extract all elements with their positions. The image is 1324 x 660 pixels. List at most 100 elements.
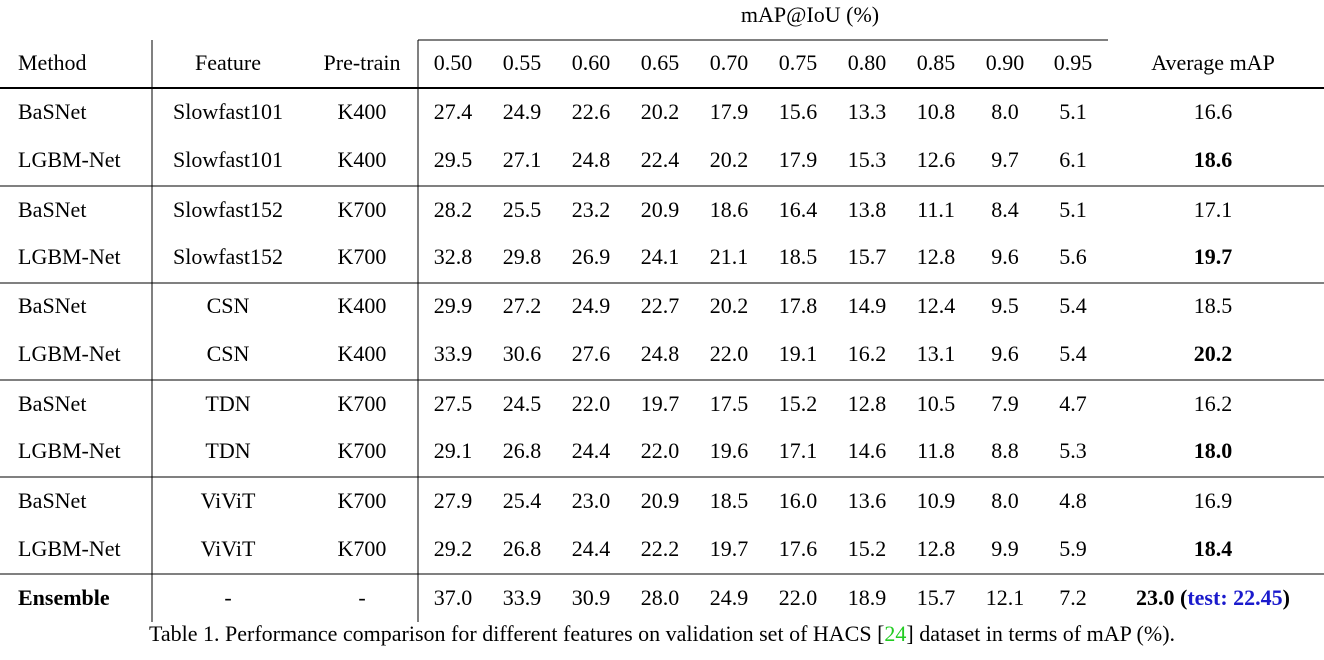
ensemble-average: 23.0 (test: 22.45) xyxy=(1136,585,1290,610)
cell: 10.8 xyxy=(917,99,956,124)
cell: - xyxy=(358,585,365,610)
cell: 25.5 xyxy=(503,197,542,222)
cell: 20.2 xyxy=(1194,341,1233,366)
cell: 26.8 xyxy=(503,438,542,463)
cell: 13.1 xyxy=(917,341,956,366)
cell: 29.9 xyxy=(434,293,473,318)
cell: LGBM-Net xyxy=(18,536,121,561)
cell: 9.6 xyxy=(991,341,1019,366)
cell: 5.1 xyxy=(1059,197,1087,222)
cell: 20.2 xyxy=(710,147,749,172)
cell: K700 xyxy=(338,488,387,513)
group-header: mAP@IoU (%) xyxy=(741,2,879,27)
cell: 16.2 xyxy=(1194,391,1233,416)
cell: 16.9 xyxy=(1194,488,1233,513)
cell: 33.9 xyxy=(503,585,542,610)
cell: 16.2 xyxy=(848,341,887,366)
cell: 24.4 xyxy=(572,536,611,561)
cell: 7.2 xyxy=(1059,585,1087,610)
cell: Slowfast101 xyxy=(173,99,283,124)
cell: 23.0 xyxy=(1136,585,1175,610)
cell: 18.6 xyxy=(1194,147,1233,172)
cell: K400 xyxy=(338,147,387,172)
column-header: Pre-train xyxy=(324,50,401,75)
column-header: 0.50 xyxy=(434,50,473,75)
cell: 15.3 xyxy=(848,147,887,172)
cell: 9.5 xyxy=(991,293,1019,318)
cell: 11.1 xyxy=(917,197,955,222)
cell: 16.6 xyxy=(1194,99,1233,124)
cell: 19.6 xyxy=(710,438,749,463)
cell: 18.0 xyxy=(1194,438,1233,463)
cell: 8.4 xyxy=(991,197,1019,222)
cell: 29.5 xyxy=(434,147,473,172)
cell: TDN xyxy=(205,438,250,463)
cell: BaSNet xyxy=(18,197,86,222)
cell: 15.2 xyxy=(848,536,887,561)
cell: ( xyxy=(1180,585,1187,610)
cell: 10.5 xyxy=(917,391,956,416)
cell: 17.5 xyxy=(710,391,749,416)
cell: 19.7 xyxy=(641,391,680,416)
cell: 26.8 xyxy=(503,536,542,561)
cell: LGBM-Net xyxy=(18,341,121,366)
column-header: 0.70 xyxy=(710,50,749,75)
cell: 22.2 xyxy=(641,536,680,561)
cell: 27.9 xyxy=(434,488,473,513)
cell: 22.0 xyxy=(641,438,680,463)
cell: 10.9 xyxy=(917,488,956,513)
cell: 5.4 xyxy=(1059,293,1087,318)
caption-ref[interactable]: 24 xyxy=(884,621,906,646)
cell: 15.7 xyxy=(848,244,887,269)
cell: 20.2 xyxy=(710,293,749,318)
cell: 5.4 xyxy=(1059,341,1087,366)
cell: 12.8 xyxy=(917,244,956,269)
cell: TDN xyxy=(205,391,250,416)
cell: K700 xyxy=(338,438,387,463)
cell: Slowfast152 xyxy=(173,244,283,269)
cell: 18.5 xyxy=(1194,293,1233,318)
column-header: 0.80 xyxy=(848,50,887,75)
cell: 9.6 xyxy=(991,244,1019,269)
cell: 6.1 xyxy=(1059,147,1087,172)
cell: 16.0 xyxy=(779,488,818,513)
cell: 24.5 xyxy=(503,391,542,416)
cell: K700 xyxy=(338,244,387,269)
cell: 11.8 xyxy=(917,438,955,463)
cell: 4.8 xyxy=(1059,488,1087,513)
cell: K400 xyxy=(338,99,387,124)
cell: 37.0 xyxy=(434,585,473,610)
cell: 27.1 xyxy=(503,147,542,172)
cell: ) xyxy=(1283,585,1290,610)
cell: 29.2 xyxy=(434,536,473,561)
column-header: 0.65 xyxy=(641,50,680,75)
cell: 22.0 xyxy=(572,391,611,416)
cell: 17.9 xyxy=(710,99,749,124)
cell: 27.4 xyxy=(434,99,473,124)
cell: 15.6 xyxy=(779,99,818,124)
cell: 30.9 xyxy=(572,585,611,610)
cell: 20.9 xyxy=(641,197,680,222)
cell: LGBM-Net xyxy=(18,147,121,172)
column-header: Method xyxy=(18,50,86,75)
cell: 28.2 xyxy=(434,197,473,222)
cell: - xyxy=(224,585,231,610)
cell: 28.0 xyxy=(641,585,680,610)
cell: 23.0 xyxy=(572,488,611,513)
column-header: Average mAP xyxy=(1151,50,1275,75)
cell: 5.6 xyxy=(1059,244,1087,269)
cell: 16.4 xyxy=(779,197,818,222)
cell: 26.9 xyxy=(572,244,611,269)
cell: 18.9 xyxy=(848,585,887,610)
cell: 19.7 xyxy=(710,536,749,561)
cell: BaSNet xyxy=(18,391,86,416)
cell: 32.8 xyxy=(434,244,473,269)
cell: 12.4 xyxy=(917,293,956,318)
cell: 22.4 xyxy=(641,147,680,172)
cell: 17.6 xyxy=(779,536,818,561)
cell: 22.0 xyxy=(779,585,818,610)
cell: 15.2 xyxy=(779,391,818,416)
cell: 5.3 xyxy=(1059,438,1087,463)
cell: 13.8 xyxy=(848,197,887,222)
cell: BaSNet xyxy=(18,488,86,513)
